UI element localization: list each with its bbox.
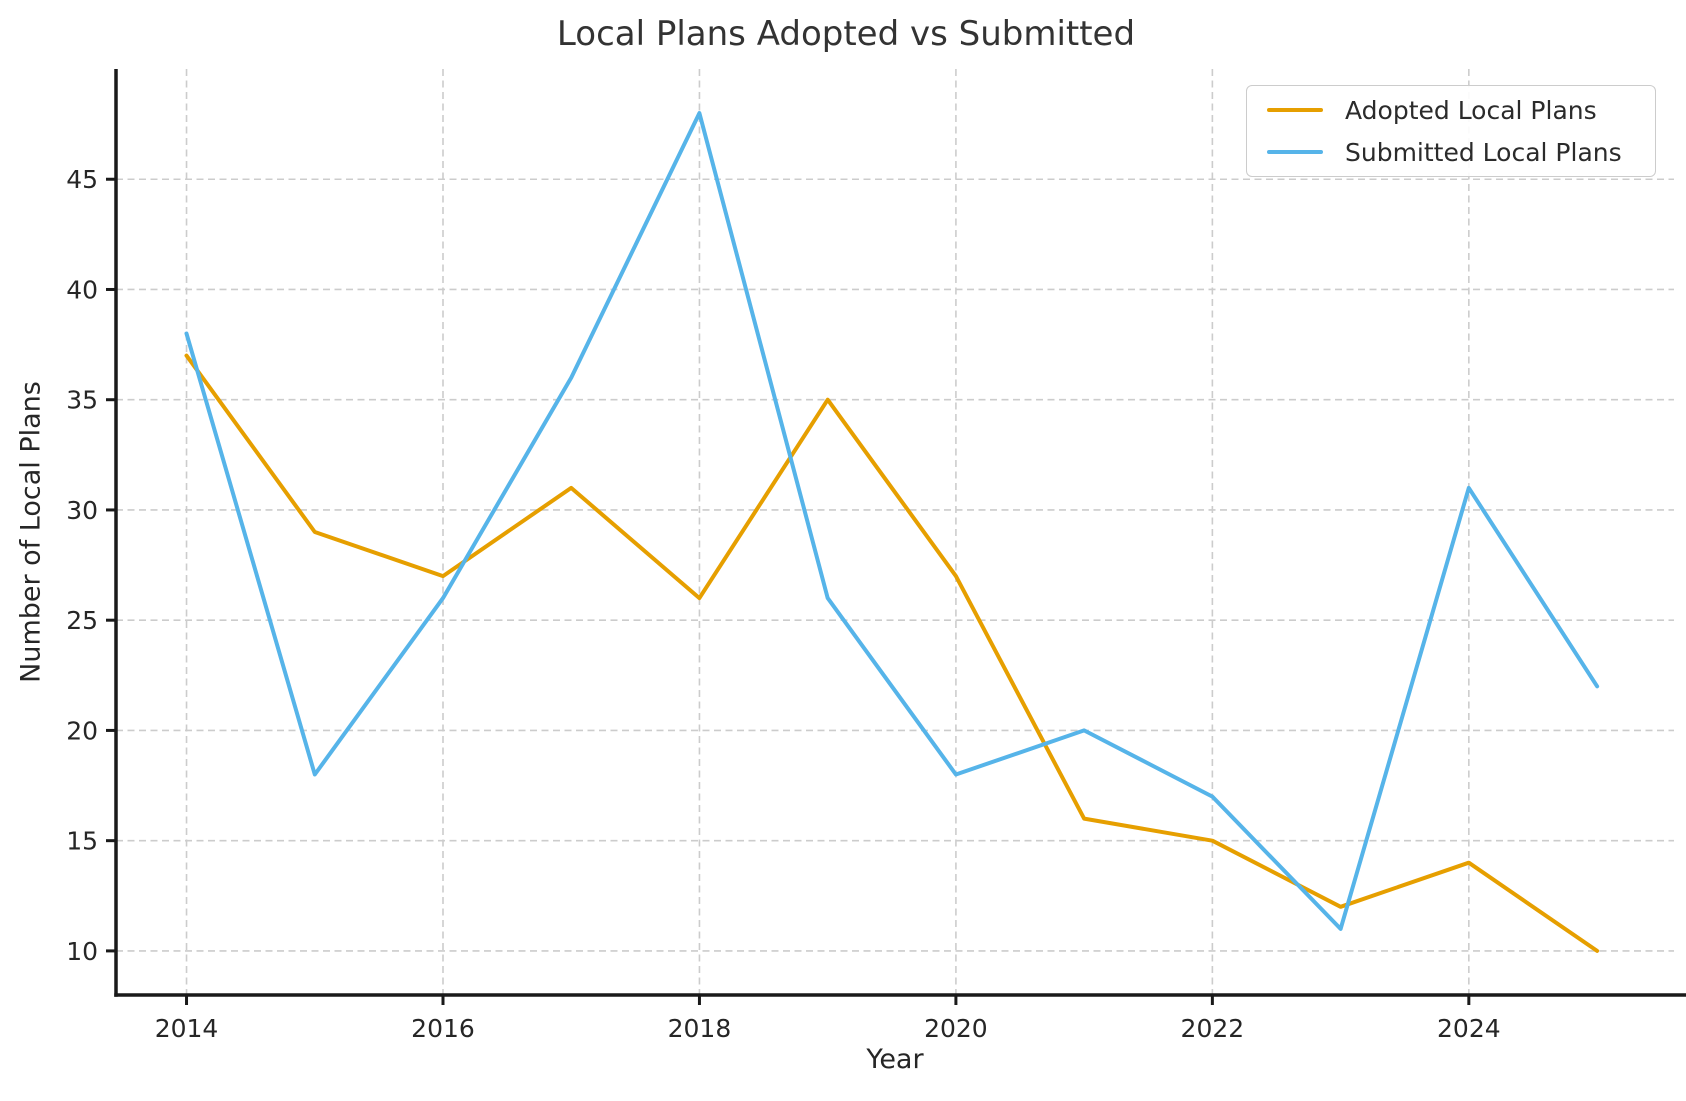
y-tick-label: 15 [66, 827, 98, 856]
legend-item-submitted: Submitted Local Plans [1267, 138, 1635, 167]
x-axis-label: Year [866, 1044, 924, 1075]
legend-item-adopted: Adopted Local Plans [1267, 96, 1635, 125]
legend: Adopted Local Plans Submitted Local Plan… [1246, 85, 1656, 177]
y-tick-label: 25 [66, 606, 98, 635]
adopted-line-swatch [1267, 108, 1323, 112]
x-tick-label: 2018 [668, 1014, 732, 1043]
y-tick-label: 45 [66, 165, 98, 194]
x-tick-label: 2016 [411, 1014, 475, 1043]
x-tick-label: 2022 [1181, 1014, 1245, 1043]
submitted-plans-line [184, 111, 1600, 931]
y-tick-label: 30 [66, 496, 98, 525]
chart-title: Local Plans Adopted vs Submitted [556, 14, 1136, 54]
legend-label-submitted: Submitted Local Plans [1345, 137, 1622, 167]
y-tick-label: 40 [66, 275, 98, 304]
adopted-plans-line [184, 353, 1600, 953]
submitted-line-swatch [1267, 150, 1323, 154]
y-tick-label: 10 [66, 937, 98, 966]
x-tick-label: 2024 [1437, 1014, 1501, 1043]
y-tick-label: 35 [66, 386, 98, 415]
x-tick-label: 2014 [155, 1014, 219, 1043]
legend-label-adopted: Adopted Local Plans [1345, 95, 1597, 125]
y-tick-label: 20 [66, 716, 98, 745]
x-tick-label: 2020 [924, 1014, 988, 1043]
